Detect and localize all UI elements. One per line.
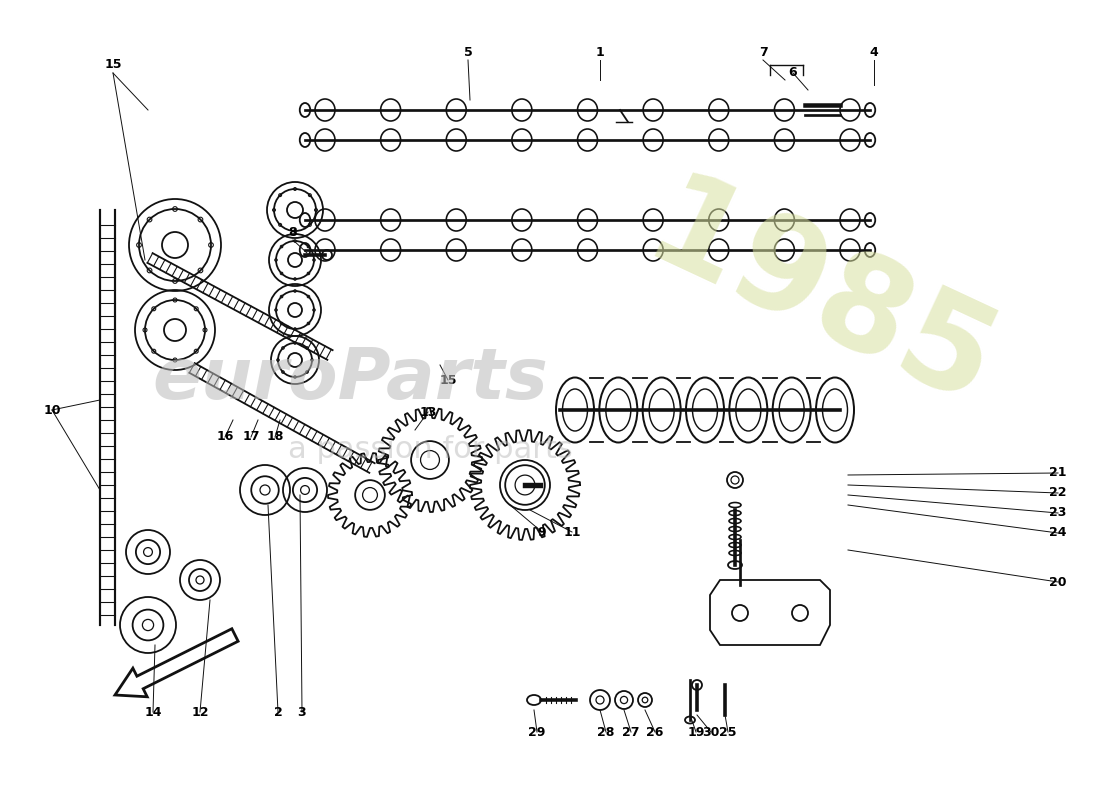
- Text: 8: 8: [288, 226, 297, 238]
- Text: 19: 19: [688, 726, 705, 738]
- Text: 26: 26: [647, 726, 663, 738]
- Text: 1: 1: [595, 46, 604, 58]
- Text: 6: 6: [789, 66, 797, 79]
- Text: 11: 11: [563, 526, 581, 538]
- Text: 4: 4: [870, 46, 879, 58]
- Text: 16: 16: [217, 430, 233, 443]
- Text: 13: 13: [419, 406, 437, 418]
- Text: 22: 22: [1049, 486, 1067, 499]
- Text: 25: 25: [719, 726, 737, 738]
- Text: 14: 14: [144, 706, 162, 718]
- Text: 24: 24: [1049, 526, 1067, 539]
- Text: 9: 9: [538, 526, 547, 538]
- Text: 5: 5: [463, 46, 472, 58]
- Text: 20: 20: [1049, 575, 1067, 589]
- Text: 7: 7: [759, 46, 768, 58]
- Text: 2: 2: [274, 706, 283, 718]
- Text: 1985: 1985: [627, 165, 1013, 435]
- Text: 10: 10: [43, 403, 60, 417]
- Text: 17: 17: [242, 430, 260, 443]
- Text: 21: 21: [1049, 466, 1067, 479]
- Text: 12: 12: [191, 706, 209, 718]
- Text: a passion for parts: a passion for parts: [287, 435, 572, 465]
- Text: 15: 15: [104, 58, 122, 71]
- Text: 3: 3: [298, 706, 306, 718]
- Text: euroParts: euroParts: [152, 346, 548, 414]
- Text: 27: 27: [623, 726, 640, 738]
- Text: 23: 23: [1049, 506, 1067, 519]
- Text: 29: 29: [528, 726, 546, 738]
- Text: 30: 30: [702, 726, 719, 738]
- Text: 28: 28: [597, 726, 615, 738]
- Text: 18: 18: [266, 430, 284, 443]
- Text: 15: 15: [439, 374, 456, 386]
